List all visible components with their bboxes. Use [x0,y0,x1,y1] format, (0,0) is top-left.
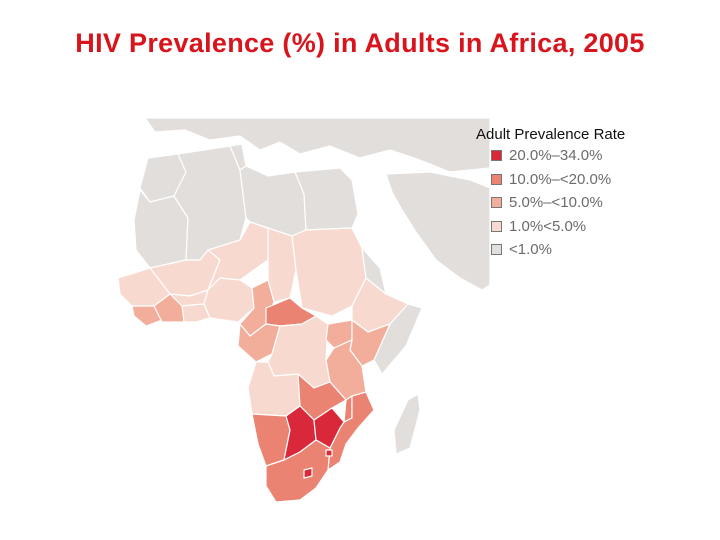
legend-label: 5.0%–<10.0% [509,194,603,212]
africa-choropleth-map [90,110,490,530]
legend-swatch [491,220,502,232]
region-swaziland [325,449,333,457]
legend-label: 10.0%–<20.0% [509,170,612,188]
legend-item-1-5: 1.0%<5.0% [476,215,716,239]
region-lesotho [303,467,313,479]
legend-label: <1.0% [509,241,552,259]
region-egypt [294,167,359,231]
legend-item-5-10: 5.0%–<10.0% [476,191,716,215]
region-sudan [291,227,367,317]
legend-label: 1.0%<5.0% [509,217,587,235]
legend-item-10-20: 10.0%–<20.0% [476,168,716,192]
region-europe [144,117,490,173]
legend-item-20-34: 20.0%–34.0% [476,144,716,168]
map-legend: Adult Prevalence Rate 20.0%–34.0% 10.0%–… [476,126,716,262]
legend-item-under-1: <1.0% [476,238,716,262]
region-middle-east [385,171,490,291]
region-eritrea [361,247,387,295]
region-niger [207,221,269,291]
region-ghana-togo-benin [181,303,211,323]
legend-swatch [491,173,502,185]
region-madagascar [393,393,421,455]
legend-swatch [491,244,502,256]
legend-label: 20.0%–34.0% [509,147,603,165]
legend-title: Adult Prevalence Rate [476,126,626,143]
region-sierra-leone-liberia [131,305,163,327]
legend-swatch [491,197,502,209]
region-south-africa [265,439,331,503]
legend-swatch [491,150,502,162]
map-title: HIV Prevalence (%) in Adults in Africa, … [75,28,645,58]
